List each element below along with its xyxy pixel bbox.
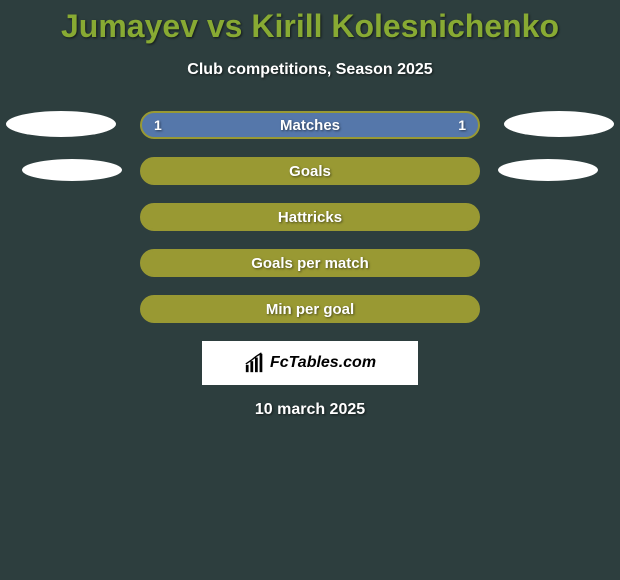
stat-value-left: 1 (154, 117, 162, 133)
stat-bar-min-per-goal: Min per goal (140, 295, 480, 323)
stat-label: Hattricks (278, 209, 342, 226)
stat-row: Hattricks (0, 203, 620, 231)
stat-bar-goals: Goals (140, 157, 480, 185)
stat-row: Goals (0, 157, 620, 185)
stat-row: Goals per match (0, 249, 620, 277)
date-label: 10 march 2025 (0, 401, 620, 419)
page-title: Jumayev vs Kirill Kolesnichenko (0, 0, 620, 45)
stat-label: Min per goal (266, 301, 354, 318)
stat-bar-hattricks: Hattricks (140, 203, 480, 231)
logo-box: FcTables.com (202, 341, 418, 385)
stat-bar-matches: 1 Matches 1 (140, 111, 480, 139)
stat-label: Goals (289, 163, 331, 180)
stat-label: Matches (280, 117, 340, 134)
stats-container: 1 Matches 1 Goals Hattricks Goals per ma… (0, 111, 620, 323)
stat-value-right: 1 (458, 117, 466, 133)
stat-row: Min per goal (0, 295, 620, 323)
logo-text: FcTables.com (270, 354, 376, 372)
stat-label: Goals per match (251, 255, 369, 272)
subtitle: Club competitions, Season 2025 (0, 61, 620, 79)
stat-row: 1 Matches 1 (0, 111, 620, 139)
stat-bar-goals-per-match: Goals per match (140, 249, 480, 277)
chart-icon (244, 352, 266, 374)
logo-content: FcTables.com (244, 352, 376, 374)
